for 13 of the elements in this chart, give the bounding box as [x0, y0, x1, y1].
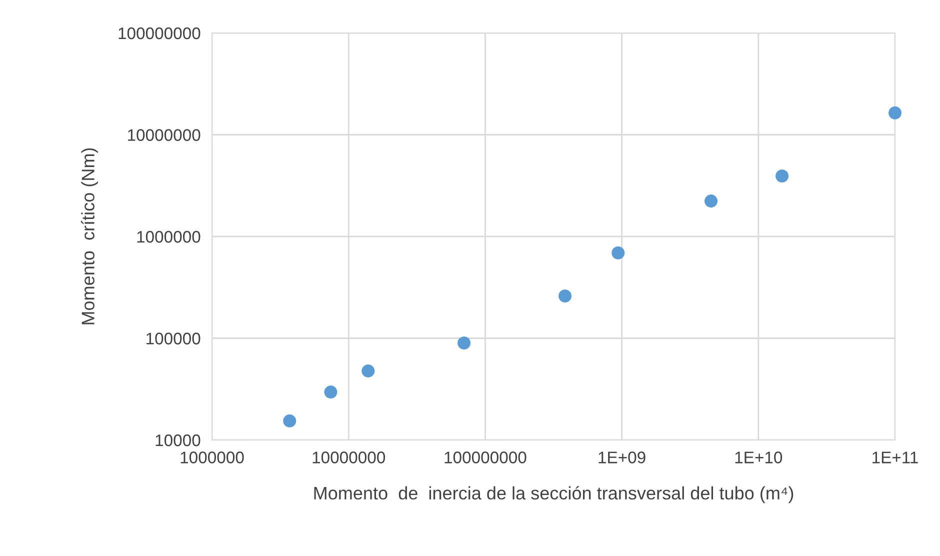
x-tick-label: 1E+10 [735, 452, 782, 464]
x-tick-label: 1000000 [180, 452, 244, 464]
x-tick-label: 100000000 [444, 452, 526, 464]
y-axis-title: Momento crítico (Nm) [80, 148, 98, 324]
y-tick-label: 100000 [146, 332, 200, 344]
y-tick-label: 1000000 [137, 230, 200, 243]
y-tick-label: 10000000 [128, 129, 200, 141]
y-tick-label: 10000 [156, 434, 200, 446]
x-tick-label: 10000000 [312, 452, 386, 464]
x-tick-label: 1E+09 [598, 452, 646, 464]
x-tick-label: 1E+11 [872, 452, 918, 464]
x-axis-title: Momento de inercia de la sección transversal del tubo (m⁴) [314, 486, 794, 504]
y-tick-label: 100000000 [118, 27, 200, 40]
